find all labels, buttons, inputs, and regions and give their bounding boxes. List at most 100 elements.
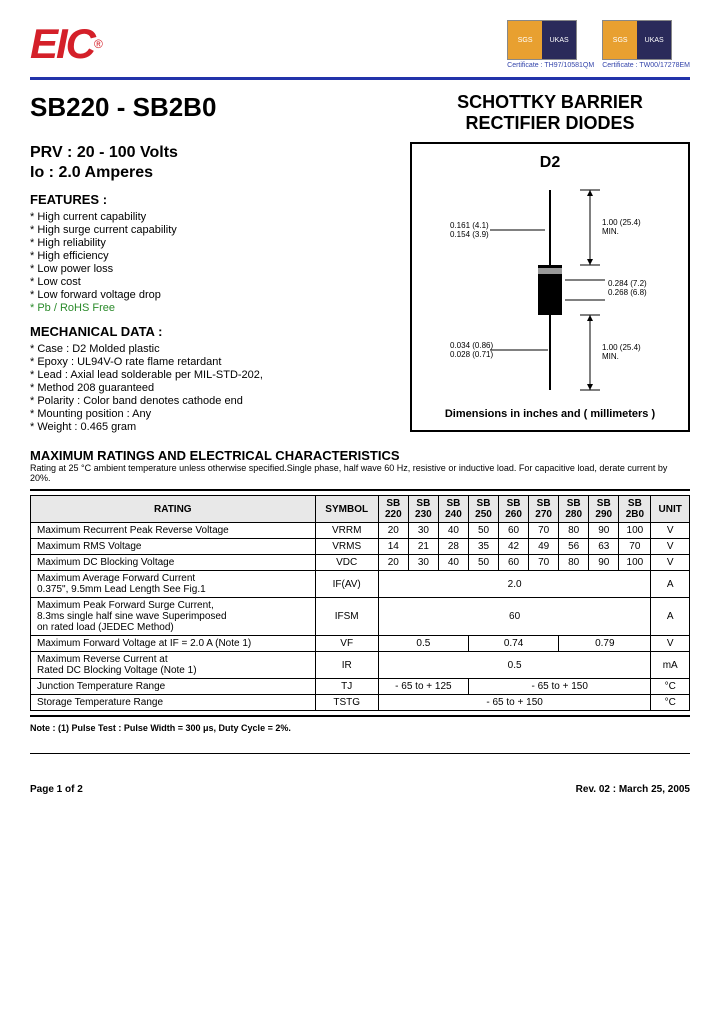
rating-value: 0.5 <box>378 652 651 679</box>
rating-label: Maximum Recurrent Peak Reverse Voltage <box>31 523 316 539</box>
dim-leadlen2: 1.00 (25.4) <box>602 343 641 352</box>
rating-unit: °C <box>651 695 690 711</box>
table-header: SYMBOL <box>315 496 378 523</box>
rating-value: 20 <box>378 555 408 571</box>
rating-value: 20 <box>378 523 408 539</box>
divider <box>30 77 690 80</box>
mech-item: Case : D2 Molded plastic <box>30 343 395 355</box>
rating-value: 30 <box>408 555 438 571</box>
dim-body2: 0.268 (6.8) <box>608 288 647 297</box>
feature-item-green: Pb / RoHS Free <box>30 302 395 314</box>
rating-symbol: VF <box>315 636 378 652</box>
rating-unit: V <box>651 539 690 555</box>
table-row: Junction Temperature RangeTJ- 65 to + 12… <box>31 679 690 695</box>
table-header: UNIT <box>651 496 690 523</box>
cert-label: Certificate : TH97/10581QM <box>507 62 594 69</box>
rating-value: 56 <box>559 539 589 555</box>
table-row: Maximum Recurrent Peak Reverse VoltageVR… <box>31 523 690 539</box>
features-heading: FEATURES : <box>30 192 395 207</box>
rating-value: - 65 to + 125 <box>378 679 468 695</box>
table-header: SB280 <box>559 496 589 523</box>
ratings-heading: MAXIMUM RATINGS AND ELECTRICAL CHARACTER… <box>30 448 690 463</box>
rating-unit: °C <box>651 679 690 695</box>
rating-unit: V <box>651 636 690 652</box>
rating-value: 80 <box>559 523 589 539</box>
rating-value: 70 <box>619 539 651 555</box>
mech-list: Case : D2 Molded plasticEpoxy : UL94V-O … <box>30 343 395 433</box>
rating-label: Storage Temperature Range <box>31 695 316 711</box>
cert-sgs: SGS <box>508 21 542 59</box>
rating-value: 100 <box>619 555 651 571</box>
rating-symbol: VRMS <box>315 539 378 555</box>
mech-item: Mounting position : Any <box>30 408 395 420</box>
rating-label: Maximum Forward Voltage at IF = 2.0 A (N… <box>31 636 316 652</box>
feature-item: High efficiency <box>30 250 395 262</box>
table-header: SB2B0 <box>619 496 651 523</box>
rating-unit: V <box>651 555 690 571</box>
dim-min2: MIN. <box>602 352 619 361</box>
rating-value: 50 <box>468 555 498 571</box>
rating-value: 60 <box>499 555 529 571</box>
dim-dia2: 0.154 (3.9) <box>450 230 489 239</box>
footer: Page 1 of 2 Rev. 02 : March 25, 2005 <box>30 784 690 795</box>
datasheet-page: EIC ® SGS UKAS Certificate : TH97/10581Q… <box>0 0 720 815</box>
rating-value: 0.79 <box>559 636 651 652</box>
rating-value: 28 <box>438 539 468 555</box>
mech-item: Method 208 guaranteed <box>30 382 395 394</box>
logo-text: EIC <box>30 20 94 68</box>
table-header: SB220 <box>378 496 408 523</box>
rating-value: 2.0 <box>378 571 651 598</box>
rating-label: Maximum Reverse Current atRated DC Block… <box>31 652 316 679</box>
dim-body1: 0.284 (7.2) <box>608 279 647 288</box>
certifications: SGS UKAS Certificate : TH97/10581QM SGS … <box>507 20 690 69</box>
table-row: Maximum Reverse Current atRated DC Block… <box>31 652 690 679</box>
feature-item: High surge current capability <box>30 224 395 236</box>
mech-item: Epoxy : UL94V-O rate flame retardant <box>30 356 395 368</box>
cert-ukas: UKAS <box>542 21 576 59</box>
mech-item: Weight : 0.465 gram <box>30 421 395 433</box>
dim-leadlen: 1.00 (25.4) <box>602 218 641 227</box>
dim-min: MIN. <box>602 227 619 236</box>
rating-value: 60 <box>378 598 651 636</box>
ratings-table: RATINGSYMBOLSB220SB230SB240SB250SB260SB2… <box>30 495 690 711</box>
rating-value: 63 <box>589 539 619 555</box>
rating-value: 49 <box>529 539 559 555</box>
dim-wire1: 0.034 (0.86) <box>450 341 493 350</box>
cert-item: SGS UKAS Certificate : TW00/17278EM <box>602 20 690 69</box>
rating-symbol: TJ <box>315 679 378 695</box>
table-row: Maximum Peak Forward Surge Current,8.3ms… <box>31 598 690 636</box>
table-row: Maximum DC Blocking VoltageVDC2030405060… <box>31 555 690 571</box>
package-diagram: D2 1.00 (25.4) MIN. 0.161 (4.1) 0.154 (3… <box>410 142 690 432</box>
main-title: SCHOTTKY BARRIER RECTIFIER DIODES <box>410 92 690 134</box>
rating-value: 90 <box>589 523 619 539</box>
rating-value: - 65 to + 150 <box>468 679 650 695</box>
title-row: SB220 - SB2B0 SCHOTTKY BARRIER RECTIFIER… <box>30 92 690 134</box>
rating-label: Maximum RMS Voltage <box>31 539 316 555</box>
feature-item: Low forward voltage drop <box>30 289 395 301</box>
diode-drawing: 1.00 (25.4) MIN. 0.161 (4.1) 0.154 (3.9)… <box>430 180 670 400</box>
table-header: SB250 <box>468 496 498 523</box>
feature-item: Low cost <box>30 276 395 288</box>
feature-item: High current capability <box>30 211 395 223</box>
ratings-note: Rating at 25 °C ambient temperature unle… <box>30 463 690 483</box>
rating-value: 40 <box>438 523 468 539</box>
part-number: SB220 - SB2B0 <box>30 92 216 123</box>
rating-value: 14 <box>378 539 408 555</box>
table-note: Note : (1) Pulse Test : Pulse Width = 30… <box>30 723 690 733</box>
rating-unit: A <box>651 571 690 598</box>
rating-value: 90 <box>589 555 619 571</box>
mech-item: Polarity : Color band denotes cathode en… <box>30 395 395 407</box>
table-header: SB260 <box>499 496 529 523</box>
diagram-title: D2 <box>422 154 678 172</box>
rating-value: 100 <box>619 523 651 539</box>
feature-item: High reliability <box>30 237 395 249</box>
rating-symbol: VDC <box>315 555 378 571</box>
rating-value: 70 <box>529 555 559 571</box>
footer-rule <box>30 753 690 754</box>
dim-wire2: 0.028 (0.71) <box>450 350 493 359</box>
table-row: Storage Temperature RangeTSTG- 65 to + 1… <box>31 695 690 711</box>
dim-dia1: 0.161 (4.1) <box>450 221 489 230</box>
logo-reg: ® <box>94 37 103 51</box>
right-column: D2 1.00 (25.4) MIN. 0.161 (4.1) 0.154 (3… <box>410 142 690 434</box>
rating-unit: mA <box>651 652 690 679</box>
